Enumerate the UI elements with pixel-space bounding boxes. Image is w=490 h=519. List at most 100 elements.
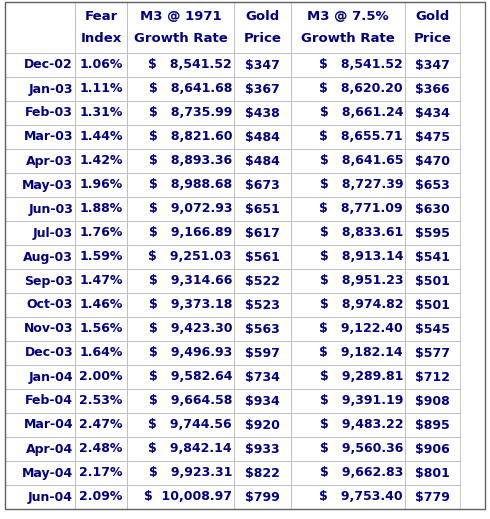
Bar — [291, 461, 405, 485]
Text: $   9,373.18: $ 9,373.18 — [148, 298, 232, 311]
Text: Mar-03: Mar-03 — [24, 130, 73, 143]
Bar — [291, 293, 405, 317]
Bar — [234, 173, 291, 197]
Bar — [291, 413, 405, 437]
Bar — [5, 413, 75, 437]
Text: $   9,314.66: $ 9,314.66 — [148, 275, 232, 288]
Text: Dec-02: Dec-02 — [24, 59, 73, 72]
Text: Mar-04: Mar-04 — [24, 418, 73, 431]
Bar — [5, 245, 75, 269]
Text: $734: $734 — [245, 371, 280, 384]
Bar — [234, 341, 291, 365]
Bar — [75, 341, 127, 365]
Text: $561: $561 — [245, 251, 280, 264]
Text: $   8,974.82: $ 8,974.82 — [319, 298, 403, 311]
Bar — [234, 293, 291, 317]
Text: $   8,661.24: $ 8,661.24 — [319, 106, 403, 119]
Text: $   9,664.58: $ 9,664.58 — [148, 394, 232, 407]
Text: 2.09%: 2.09% — [79, 490, 122, 503]
Text: $   9,483.22: $ 9,483.22 — [319, 418, 403, 431]
Bar — [405, 221, 460, 245]
Bar — [5, 485, 75, 509]
Bar — [234, 437, 291, 461]
Bar — [5, 149, 75, 173]
Bar — [75, 77, 127, 101]
Bar — [234, 245, 291, 269]
Text: 1.96%: 1.96% — [79, 179, 122, 192]
Text: $438: $438 — [245, 106, 280, 119]
Bar — [5, 341, 75, 365]
Text: $653: $653 — [415, 179, 450, 192]
Text: $   9,753.40: $ 9,753.40 — [319, 490, 403, 503]
Bar — [5, 269, 75, 293]
Text: $   8,771.09: $ 8,771.09 — [319, 202, 403, 215]
Bar — [234, 149, 291, 173]
Text: $367: $367 — [245, 83, 280, 95]
Text: $   9,662.83: $ 9,662.83 — [320, 467, 403, 480]
Text: Index: Index — [80, 32, 122, 45]
Bar — [234, 125, 291, 149]
Text: $   9,072.93: $ 9,072.93 — [148, 202, 232, 215]
Text: $501: $501 — [415, 275, 450, 288]
Text: $   8,727.39: $ 8,727.39 — [319, 179, 403, 192]
Bar — [405, 365, 460, 389]
Bar — [75, 293, 127, 317]
Bar — [405, 53, 460, 77]
Text: Jul-03: Jul-03 — [33, 226, 73, 239]
Text: $   8,821.60: $ 8,821.60 — [148, 130, 232, 143]
Bar — [234, 269, 291, 293]
Text: $   8,833.61: $ 8,833.61 — [320, 226, 403, 239]
Bar — [127, 125, 234, 149]
Text: $822: $822 — [245, 467, 280, 480]
Bar — [234, 221, 291, 245]
Text: $934: $934 — [245, 394, 280, 407]
Text: $651: $651 — [245, 202, 280, 215]
Bar — [127, 221, 234, 245]
Bar — [291, 269, 405, 293]
Text: $   9,496.93: $ 9,496.93 — [149, 347, 232, 360]
Text: $475: $475 — [415, 130, 450, 143]
Text: Feb-04: Feb-04 — [25, 394, 73, 407]
Bar — [291, 485, 405, 509]
Bar — [405, 2, 460, 53]
Text: 1.56%: 1.56% — [79, 322, 122, 335]
Bar — [75, 437, 127, 461]
Bar — [291, 341, 405, 365]
Text: 1.42%: 1.42% — [79, 155, 123, 168]
Bar — [5, 437, 75, 461]
Text: $   9,182.14: $ 9,182.14 — [319, 347, 403, 360]
Text: $   9,582.64: $ 9,582.64 — [148, 371, 232, 384]
Text: 1.44%: 1.44% — [79, 130, 123, 143]
Text: $563: $563 — [245, 322, 280, 335]
Text: $895: $895 — [415, 418, 450, 431]
Text: 2.53%: 2.53% — [79, 394, 122, 407]
Bar — [5, 461, 75, 485]
Bar — [75, 173, 127, 197]
Text: $779: $779 — [415, 490, 450, 503]
Text: $470: $470 — [415, 155, 450, 168]
Text: Growth Rate: Growth Rate — [134, 32, 227, 45]
Text: $484: $484 — [245, 155, 280, 168]
Bar — [75, 365, 127, 389]
Text: Fear: Fear — [84, 10, 118, 23]
Bar — [291, 149, 405, 173]
Text: $597: $597 — [245, 347, 280, 360]
Bar — [234, 101, 291, 125]
Bar — [75, 2, 127, 53]
Bar — [291, 77, 405, 101]
Bar — [291, 317, 405, 341]
Bar — [291, 389, 405, 413]
Bar — [291, 221, 405, 245]
Bar — [405, 317, 460, 341]
Text: May-04: May-04 — [22, 467, 73, 480]
Bar — [234, 77, 291, 101]
Bar — [75, 53, 127, 77]
Bar — [75, 101, 127, 125]
Text: $522: $522 — [245, 275, 280, 288]
Text: Growth Rate: Growth Rate — [301, 32, 395, 45]
Bar — [127, 485, 234, 509]
Text: $   9,289.81: $ 9,289.81 — [319, 371, 403, 384]
Bar — [291, 2, 405, 53]
Bar — [75, 221, 127, 245]
Text: $673: $673 — [245, 179, 280, 192]
